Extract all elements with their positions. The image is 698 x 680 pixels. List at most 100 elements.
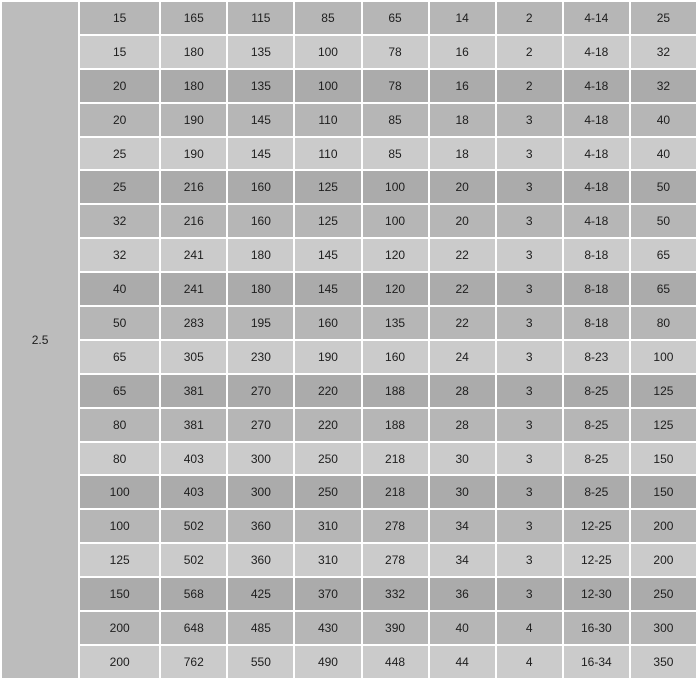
- data-cell: 25: [630, 2, 696, 34]
- row-group-label-cell: 2.5: [2, 2, 79, 678]
- data-cell: 310: [295, 510, 361, 543]
- data-cell: 283: [161, 307, 227, 339]
- table-row: 100 403 300 250 218 30 3 8-25 150: [2, 476, 696, 509]
- data-cell: 110: [295, 103, 361, 136]
- data-cell: 16-34: [563, 645, 629, 678]
- data-cell: 485: [228, 612, 294, 644]
- data-cell: 3: [496, 544, 562, 577]
- table-row: 200 762 550 490 448 44 4 16-34 350: [2, 645, 696, 678]
- data-cell: 370: [295, 578, 361, 611]
- data-cell: 180: [161, 69, 227, 102]
- data-cell: 18: [429, 103, 495, 136]
- data-cell: 403: [161, 442, 227, 475]
- data-cell: 65: [362, 2, 428, 34]
- data-cell: 218: [362, 476, 428, 509]
- data-cell: 80: [80, 442, 160, 475]
- data-cell: 4-18: [563, 103, 629, 136]
- data-cell: 125: [295, 171, 361, 204]
- data-cell: 300: [228, 442, 294, 475]
- data-cell: 3: [496, 340, 562, 373]
- data-cell: 502: [161, 544, 227, 577]
- data-cell: 65: [630, 239, 696, 272]
- table-row: 80 381 270 220 188 28 3 8-25 125: [2, 408, 696, 441]
- table-row: 32 216 160 125 100 20 3 4-18 50: [2, 205, 696, 238]
- data-cell: 100: [362, 171, 428, 204]
- data-cell: 145: [228, 103, 294, 136]
- data-cell: 390: [362, 612, 428, 644]
- data-cell: 190: [295, 340, 361, 373]
- data-cell: 3: [496, 137, 562, 170]
- data-cell: 100: [630, 340, 696, 373]
- data-cell: 80: [80, 408, 160, 441]
- data-cell: 28: [429, 374, 495, 407]
- data-cell: 3: [496, 239, 562, 272]
- data-cell: 350: [630, 645, 696, 678]
- data-cell: 8-18: [563, 307, 629, 339]
- data-cell: 14: [429, 2, 495, 34]
- data-cell: 648: [161, 612, 227, 644]
- data-cell: 24: [429, 340, 495, 373]
- data-cell: 20: [80, 103, 160, 136]
- data-cell: 241: [161, 273, 227, 306]
- data-cell: 180: [228, 239, 294, 272]
- data-cell: 50: [630, 171, 696, 204]
- data-cell: 20: [80, 69, 160, 102]
- data-cell: 145: [228, 137, 294, 170]
- table-row: 50 283 195 160 135 22 3 8-18 80: [2, 307, 696, 339]
- data-cell: 145: [295, 273, 361, 306]
- data-cell: 135: [228, 35, 294, 68]
- data-cell: 4: [496, 645, 562, 678]
- data-cell: 3: [496, 374, 562, 407]
- data-cell: 12-25: [563, 544, 629, 577]
- data-cell: 125: [630, 374, 696, 407]
- table-row: 25 216 160 125 100 20 3 4-18 50: [2, 171, 696, 204]
- data-cell: 188: [362, 374, 428, 407]
- data-cell: 490: [295, 645, 361, 678]
- data-cell: 8-25: [563, 476, 629, 509]
- data-cell: 270: [228, 408, 294, 441]
- data-cell: 15: [80, 35, 160, 68]
- table-row: 125 502 360 310 278 34 3 12-25 200: [2, 544, 696, 577]
- data-cell: 425: [228, 578, 294, 611]
- data-cell: 12-30: [563, 578, 629, 611]
- data-cell: 3: [496, 578, 562, 611]
- data-cell: 250: [295, 442, 361, 475]
- data-cell: 50: [630, 205, 696, 238]
- data-cell: 216: [161, 171, 227, 204]
- data-cell: 16: [429, 69, 495, 102]
- data-cell: 40: [630, 103, 696, 136]
- data-cell: 22: [429, 307, 495, 339]
- data-cell: 16-30: [563, 612, 629, 644]
- data-cell: 78: [362, 35, 428, 68]
- table-row: 15 180 135 100 78 16 2 4-18 32: [2, 35, 696, 68]
- data-cell: 85: [362, 103, 428, 136]
- data-cell: 65: [630, 273, 696, 306]
- data-cell: 160: [228, 171, 294, 204]
- data-cell: 32: [630, 35, 696, 68]
- table-row: 150 568 425 370 332 36 3 12-30 250: [2, 578, 696, 611]
- data-cell: 4-18: [563, 171, 629, 204]
- data-cell: 34: [429, 544, 495, 577]
- data-cell: 115: [228, 2, 294, 34]
- table-row: 80 403 300 250 218 30 3 8-25 150: [2, 442, 696, 475]
- data-cell: 100: [80, 476, 160, 509]
- data-cell: 125: [295, 205, 361, 238]
- table-row: 25 190 145 110 85 18 3 4-18 40: [2, 137, 696, 170]
- data-cell: 65: [80, 374, 160, 407]
- data-cell: 8-25: [563, 442, 629, 475]
- data-cell: 85: [362, 137, 428, 170]
- data-cell: 4-14: [563, 2, 629, 34]
- data-cell: 3: [496, 476, 562, 509]
- data-cell: 40: [429, 612, 495, 644]
- data-cell: 762: [161, 645, 227, 678]
- data-cell: 430: [295, 612, 361, 644]
- data-cell: 250: [295, 476, 361, 509]
- data-cell: 22: [429, 239, 495, 272]
- data-cell: 332: [362, 578, 428, 611]
- data-cell: 15: [80, 2, 160, 34]
- data-cell: 278: [362, 510, 428, 543]
- data-cell: 2: [496, 69, 562, 102]
